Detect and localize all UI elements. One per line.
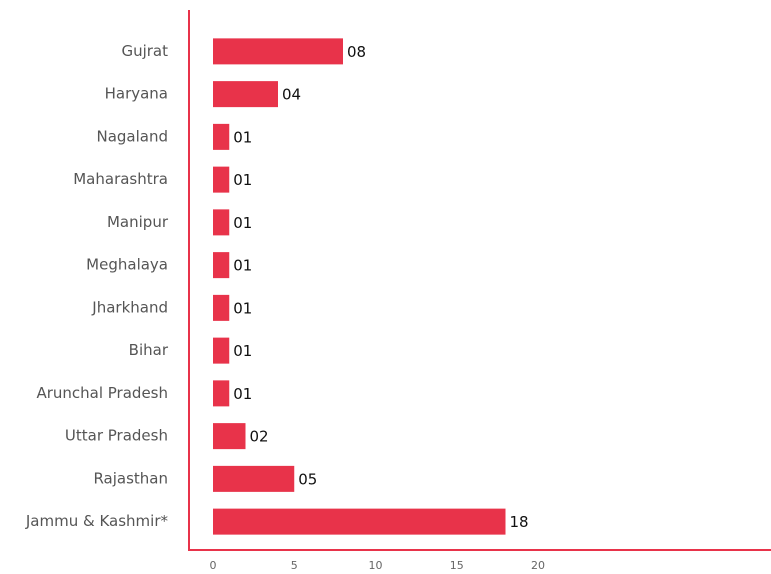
value-label: 01 (233, 257, 252, 275)
bar (213, 508, 506, 535)
value-label: 08 (347, 43, 366, 61)
bar (213, 423, 246, 450)
value-label: 01 (233, 299, 252, 317)
value-label: 01 (233, 171, 252, 189)
value-label: 04 (282, 86, 301, 104)
value-label: 01 (233, 342, 252, 360)
y-tick-label: Jammu & Kashmir* (25, 512, 169, 530)
y-tick-label: Meghalaya (86, 256, 168, 274)
y-tick-label: Arunchal Pradesh (36, 384, 168, 402)
y-tick-label: Bihar (129, 341, 169, 359)
value-label: 05 (298, 470, 317, 488)
bar (213, 294, 230, 321)
bar (213, 337, 230, 364)
bar (213, 465, 295, 492)
x-tick-label: 15 (450, 559, 464, 572)
y-tick-label: Manipur (107, 213, 169, 231)
y-tick-label: Maharashtra (73, 170, 168, 188)
bar (213, 380, 230, 407)
bar (213, 81, 278, 108)
y-tick-label: Uttar Pradesh (65, 427, 168, 445)
value-label: 02 (250, 428, 269, 446)
x-tick-label: 20 (531, 559, 545, 572)
value-label: 01 (233, 128, 252, 146)
y-tick-label: Haryana (105, 85, 168, 103)
x-tick-label: 10 (369, 559, 383, 572)
x-tick-label: 5 (291, 559, 298, 572)
value-label: 01 (233, 214, 252, 232)
bar (213, 38, 343, 65)
value-label: 01 (233, 385, 252, 403)
y-tick-label: Nagaland (96, 127, 168, 145)
bar (213, 252, 230, 279)
y-tick-label: Gujrat (121, 42, 168, 60)
x-tick-label: 0 (210, 559, 217, 572)
y-tick-label: Rajasthan (93, 469, 168, 487)
bar (213, 166, 230, 193)
bar (213, 209, 230, 236)
y-tick-label: Jharkhand (91, 298, 168, 316)
value-label: 18 (510, 513, 529, 531)
bar (213, 123, 230, 150)
